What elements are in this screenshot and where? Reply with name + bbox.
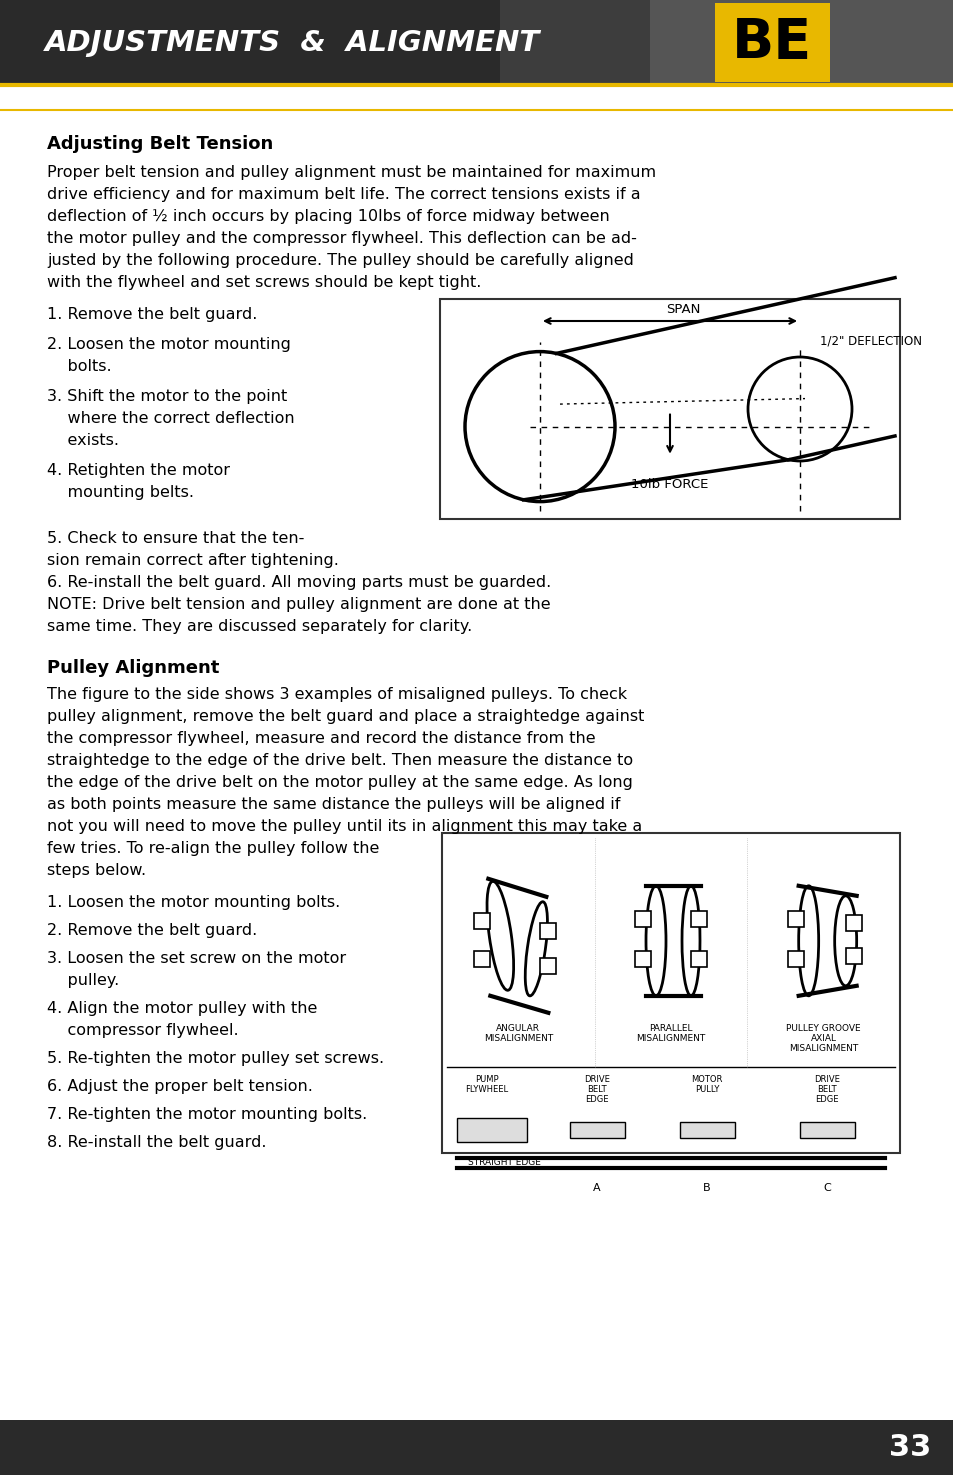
Bar [800, 1121, 854, 1137]
Bar [441, 833, 899, 1153]
Text: steps below.: steps below. [47, 863, 146, 878]
Text: as both points measure the same distance the pulleys will be aligned if: as both points measure the same distance… [47, 796, 619, 813]
Text: deflection of ½ inch occurs by placing 10lbs of force midway between: deflection of ½ inch occurs by placing 1… [47, 209, 609, 224]
Text: SPAN: SPAN [665, 302, 700, 316]
Text: 2. Loosen the motor mounting: 2. Loosen the motor mounting [47, 336, 291, 353]
Bar [690, 910, 706, 926]
Bar [499, 0, 953, 86]
Text: mounting belts.: mounting belts. [47, 485, 193, 500]
Text: BE: BE [731, 16, 811, 69]
Text: the edge of the drive belt on the motor pulley at the same edge. As long: the edge of the drive belt on the motor … [47, 774, 632, 791]
Text: C: C [822, 1183, 830, 1193]
Text: 6. Re-install the belt guard. All moving parts must be guarded.: 6. Re-install the belt guard. All moving… [47, 575, 551, 590]
Text: DRIVE
BELT
EDGE: DRIVE BELT EDGE [583, 1075, 609, 1105]
Bar [569, 1121, 624, 1137]
Text: with the flywheel and set screws should be kept tight.: with the flywheel and set screws should … [47, 274, 481, 291]
Text: the motor pulley and the compressor flywheel. This deflection can be ad-: the motor pulley and the compressor flyw… [47, 232, 637, 246]
Bar [0, 1420, 953, 1475]
Bar [635, 910, 650, 926]
Bar [844, 914, 861, 931]
Text: same time. They are discussed separately for clarity.: same time. They are discussed separately… [47, 620, 472, 634]
Text: 4. Align the motor pulley with the: 4. Align the motor pulley with the [47, 1002, 317, 1016]
Bar [679, 1121, 734, 1137]
Bar [539, 923, 556, 938]
Text: DRIVE
BELT
EDGE: DRIVE BELT EDGE [813, 1075, 839, 1105]
Text: ANGULAR
MISALIGNMENT: ANGULAR MISALIGNMENT [483, 1024, 553, 1043]
Text: the compressor flywheel, measure and record the distance from the: the compressor flywheel, measure and rec… [47, 732, 595, 746]
Text: MOTOR
PULLY: MOTOR PULLY [691, 1075, 722, 1094]
Text: 1/2" DEFLECTION: 1/2" DEFLECTION [820, 335, 921, 348]
Text: The figure to the side shows 3 examples of misaligned pulleys. To check: The figure to the side shows 3 examples … [47, 687, 626, 702]
Bar [0, 0, 953, 86]
Text: 4. Retighten the motor: 4. Retighten the motor [47, 463, 230, 478]
Text: 10lb FORCE: 10lb FORCE [631, 478, 708, 491]
Bar [474, 951, 490, 966]
Text: Adjusting Belt Tension: Adjusting Belt Tension [47, 136, 273, 153]
Text: not you will need to move the pulley until its in alignment this may take a: not you will need to move the pulley unt… [47, 819, 641, 833]
Bar [539, 957, 556, 974]
Bar [474, 913, 490, 929]
Bar [690, 951, 706, 966]
Text: justed by the following procedure. The pulley should be carefully aligned: justed by the following procedure. The p… [47, 254, 633, 268]
Text: few tries. To re-align the pulley follow the: few tries. To re-align the pulley follow… [47, 841, 379, 855]
Text: 3. Shift the motor to the point: 3. Shift the motor to the point [47, 389, 287, 404]
Text: Pulley Alignment: Pulley Alignment [47, 659, 219, 677]
Bar [787, 951, 802, 966]
Bar [635, 951, 650, 966]
Text: sion remain correct after tightening.: sion remain correct after tightening. [47, 553, 338, 568]
Text: 8. Re-install the belt guard.: 8. Re-install the belt guard. [47, 1134, 266, 1150]
Text: B: B [702, 1183, 710, 1193]
Text: PUMP
FLYWHEEL: PUMP FLYWHEEL [465, 1075, 508, 1094]
Text: PULLEY GROOVE
AXIAL
MISALIGNMENT: PULLEY GROOVE AXIAL MISALIGNMENT [785, 1024, 860, 1053]
Bar [787, 910, 802, 926]
Text: 5. Check to ensure that the ten-: 5. Check to ensure that the ten- [47, 531, 304, 546]
Text: straightedge to the edge of the drive belt. Then measure the distance to: straightedge to the edge of the drive be… [47, 754, 633, 768]
Text: pulley.: pulley. [47, 974, 119, 988]
Text: 3. Loosen the set screw on the motor: 3. Loosen the set screw on the motor [47, 951, 346, 966]
Text: ADJUSTMENTS  &  ALIGNMENT: ADJUSTMENTS & ALIGNMENT [45, 30, 539, 58]
Bar [439, 299, 899, 519]
Bar [714, 3, 829, 83]
Text: pulley alignment, remove the belt guard and place a straightedge against: pulley alignment, remove the belt guard … [47, 709, 643, 724]
Bar [456, 1118, 526, 1142]
Text: NOTE: Drive belt tension and pulley alignment are done at the: NOTE: Drive belt tension and pulley alig… [47, 597, 550, 612]
Text: compressor flywheel.: compressor flywheel. [47, 1024, 238, 1038]
Text: 33: 33 [888, 1432, 930, 1462]
Text: 1. Remove the belt guard.: 1. Remove the belt guard. [47, 307, 257, 322]
Text: STRAIGHT EDGE: STRAIGHT EDGE [467, 1158, 539, 1167]
Bar [844, 948, 861, 963]
Text: drive efficiency and for maximum belt life. The correct tensions exists if a: drive efficiency and for maximum belt li… [47, 187, 640, 202]
Text: exists.: exists. [47, 434, 119, 448]
Text: 2. Remove the belt guard.: 2. Remove the belt guard. [47, 923, 257, 938]
Text: A: A [593, 1183, 600, 1193]
Text: bolts.: bolts. [47, 358, 112, 375]
Text: Proper belt tension and pulley alignment must be maintained for maximum: Proper belt tension and pulley alignment… [47, 165, 656, 180]
Text: 1. Loosen the motor mounting bolts.: 1. Loosen the motor mounting bolts. [47, 895, 340, 910]
Text: 6. Adjust the proper belt tension.: 6. Adjust the proper belt tension. [47, 1080, 313, 1094]
Text: 5. Re-tighten the motor pulley set screws.: 5. Re-tighten the motor pulley set screw… [47, 1052, 384, 1066]
Text: PARALLEL
MISALIGNMENT: PARALLEL MISALIGNMENT [636, 1024, 705, 1043]
Bar [649, 0, 953, 86]
Text: where the correct deflection: where the correct deflection [47, 412, 294, 426]
Text: 7. Re-tighten the motor mounting bolts.: 7. Re-tighten the motor mounting bolts. [47, 1108, 367, 1122]
